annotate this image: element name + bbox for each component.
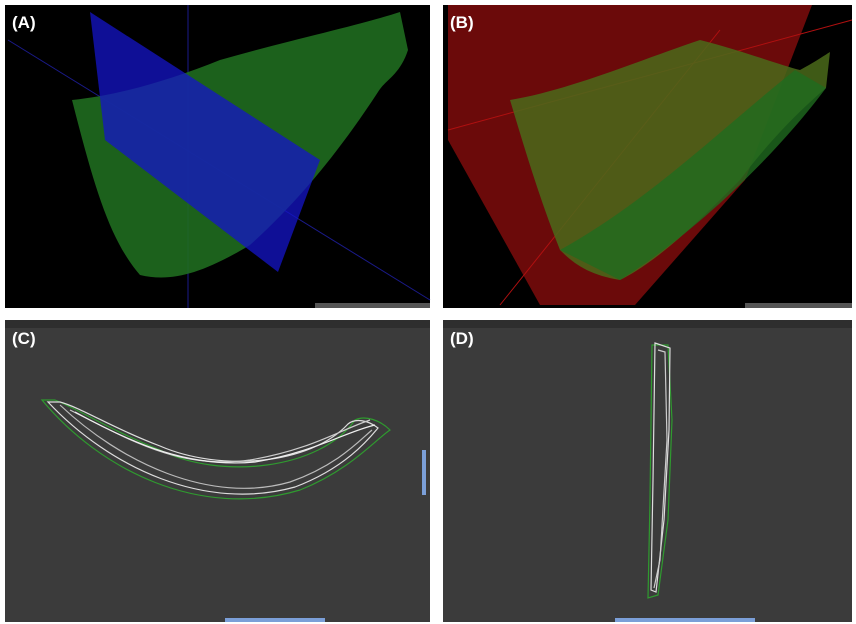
toolbar	[315, 303, 430, 308]
panel-label: (C)	[12, 329, 36, 348]
viewport	[443, 320, 852, 622]
panel-d: (D)	[443, 320, 852, 622]
panel-c: (C)	[5, 320, 430, 622]
title-bar	[5, 320, 430, 328]
scrollbar	[225, 618, 325, 622]
scrollbar	[422, 450, 426, 495]
toolbar	[745, 303, 852, 308]
panel-label: (A)	[12, 13, 36, 32]
panel-label: (B)	[450, 13, 474, 32]
viewport	[5, 320, 430, 622]
scrollbar	[615, 618, 755, 622]
panel-b: (B)	[443, 5, 852, 308]
figure: (A) (B) (C) (D)	[0, 0, 856, 624]
panel-a: (A)	[5, 5, 430, 308]
panel-label: (D)	[450, 329, 474, 348]
title-bar	[443, 320, 852, 328]
